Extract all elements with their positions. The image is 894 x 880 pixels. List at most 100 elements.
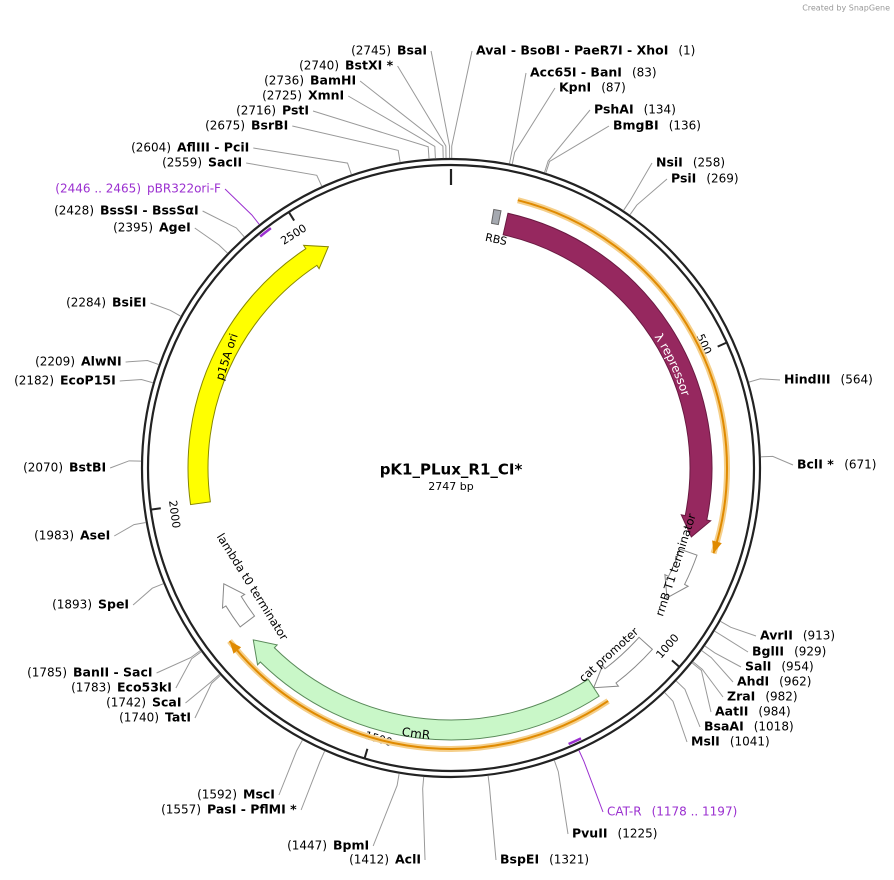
enzyme-site: (1412): [349, 853, 389, 867]
enzyme-name: MscI: [243, 787, 275, 802]
enzyme-site: (2559): [162, 156, 202, 170]
enzyme-name: AclI: [395, 852, 421, 867]
enzyme-name: BspEI: [500, 852, 539, 867]
enzyme-leader: [185, 673, 220, 704]
enzyme-name: BsiEI: [112, 295, 146, 310]
cmr: [252, 639, 600, 741]
enzyme-site: (1): [678, 44, 695, 58]
tick-mark: [287, 211, 295, 222]
primer-leader: [224, 188, 260, 225]
enzyme-leader: [629, 178, 668, 216]
enzyme-leader: [422, 776, 426, 861]
enzyme-leader: [720, 620, 757, 637]
enzyme-name: BanII - SacI: [73, 665, 153, 680]
enzyme-site: (2209): [35, 355, 75, 369]
enzyme-site: (1783): [71, 681, 111, 695]
enzyme-site: (2736): [264, 74, 304, 88]
enzyme-name: MslI: [691, 734, 720, 749]
enzyme-site: (2725): [262, 89, 302, 103]
enzyme-name: NsiI: [656, 155, 683, 170]
enzyme-site: (564): [841, 373, 873, 387]
tick-mark: [363, 748, 369, 759]
enzyme-leader: [691, 662, 712, 713]
enzyme-name: ZraI: [727, 689, 755, 704]
credit: Created by SnapGene: [802, 4, 890, 13]
enzyme-name: Acc65I - BanI: [530, 65, 622, 80]
enzyme-name: BglII: [752, 644, 784, 659]
backbone-outer: [140, 157, 762, 779]
enzyme-site: (1447): [287, 839, 327, 853]
enzyme-leader: [553, 760, 569, 835]
enzyme-site: (1041): [730, 735, 770, 749]
enzyme-leader: [125, 360, 159, 366]
enzyme-name: AvaI - BsoBI - PaeR7I - XhoI: [476, 43, 668, 58]
enzyme-leader: [704, 645, 742, 668]
enzyme-leader: [278, 739, 303, 796]
enzyme-site: (1225): [618, 827, 658, 841]
orf-head: [712, 540, 722, 554]
enzyme-site: (2740): [299, 59, 339, 73]
enzyme-site: (269): [706, 172, 738, 186]
enzyme-leader: [109, 460, 142, 469]
enzyme-name: AlwNI: [81, 354, 122, 369]
primer-leader: [578, 750, 604, 813]
enzyme-name: ScaI: [152, 695, 182, 710]
enzyme-leader: [451, 50, 473, 159]
enzyme-leader: [312, 110, 430, 159]
enzyme-name: AvrII: [760, 628, 793, 643]
enzyme-site: (1592): [197, 788, 237, 802]
enzyme-site: (2182): [14, 374, 54, 388]
enzyme-name: BsrBI: [251, 118, 288, 133]
tick-mark: [671, 659, 681, 668]
enzyme-name: SpeI: [98, 597, 129, 612]
enzyme-name: SacII: [208, 155, 242, 170]
lambda-t0-terminator: [221, 582, 256, 628]
enzyme-leader: [372, 773, 400, 847]
tick-label: 2000: [166, 500, 183, 530]
enzyme-site: (1321): [549, 853, 589, 867]
enzyme-site: (1742): [106, 696, 146, 710]
enzyme-site: (1785): [27, 666, 67, 680]
enzyme-name: AseI: [80, 528, 110, 543]
backbone-inner: [146, 163, 756, 773]
primer-site: (2446 .. 2465): [55, 182, 141, 196]
enzyme-site: (134): [644, 103, 676, 117]
enzyme-name: BmgBI: [613, 118, 659, 133]
enzyme-site: (2284): [66, 296, 106, 310]
enzyme-site: (2745): [351, 44, 391, 58]
enzyme-leader: [760, 455, 794, 466]
enzyme-name: PshAI: [594, 102, 634, 117]
enzyme-site: (1983): [34, 529, 74, 543]
enzyme-name: BstBI: [69, 460, 106, 475]
primer-mark: [259, 227, 272, 238]
tick-mark: [150, 507, 161, 511]
enzyme-site: (87): [601, 81, 626, 95]
primer-name: CAT-R: [607, 805, 642, 819]
enzyme-site: (984): [758, 705, 790, 719]
enzyme-leader: [359, 80, 444, 159]
enzyme-leader: [253, 147, 352, 175]
primer-mark: [568, 737, 582, 746]
enzyme-leader: [544, 109, 591, 173]
enzyme-leader: [194, 674, 221, 719]
enzyme-site: (2604): [131, 141, 171, 155]
rbs: [490, 208, 502, 226]
enzyme-leader: [509, 72, 527, 164]
enzyme-name: KpnI: [559, 80, 591, 95]
feature-label: CmR: [401, 724, 431, 742]
enzyme-name: PvuII: [572, 826, 608, 841]
plasmid-name: pK1_PLux_R1_CI*: [380, 461, 523, 479]
enzyme-site: (671): [844, 458, 876, 472]
enzyme-site: (929): [794, 645, 826, 659]
enzyme-name: BsaAI: [704, 719, 744, 734]
enzyme-site: (2070): [23, 461, 63, 475]
enzyme-leader: [701, 650, 734, 683]
primer-site: (1178 .. 1197): [652, 805, 738, 819]
enzyme-name: PasI - PflMI *: [207, 802, 297, 817]
enzyme-leader: [114, 521, 146, 537]
orf-head: [229, 641, 242, 654]
enzyme-site: (962): [779, 675, 811, 689]
enzyme-site: (1740): [119, 711, 159, 725]
feature-label: RBS: [484, 231, 508, 248]
enzyme-leader: [545, 125, 610, 174]
